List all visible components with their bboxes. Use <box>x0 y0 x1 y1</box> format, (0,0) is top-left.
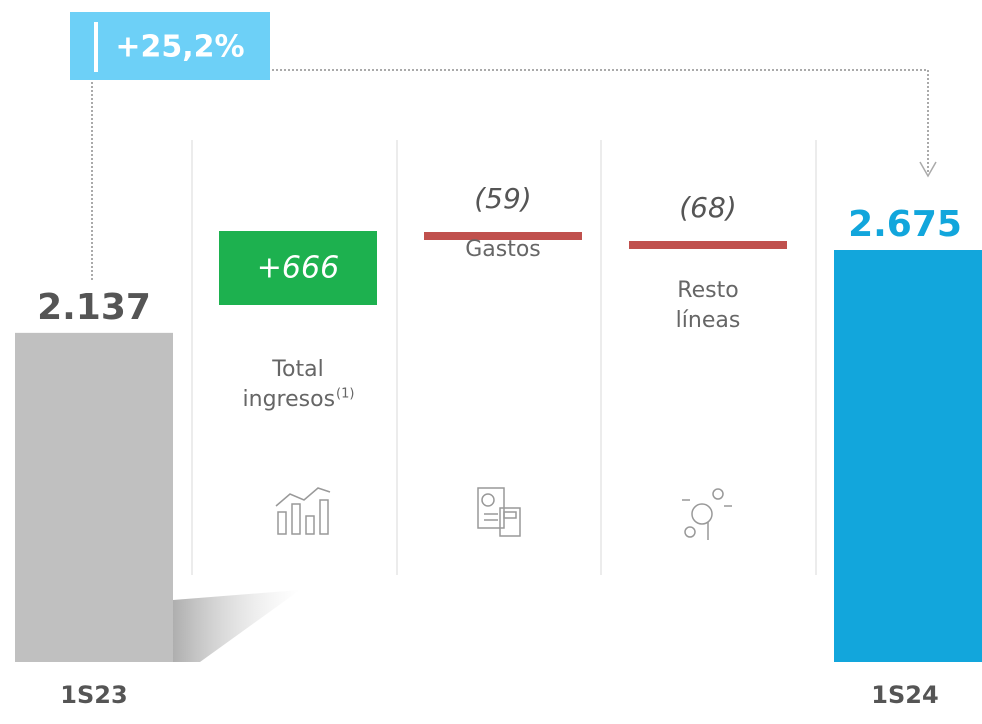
growth-connector <box>91 69 929 282</box>
category-label: Gastos <box>465 237 541 262</box>
category-label: 1S23 <box>60 681 127 709</box>
value-label: +666 <box>257 251 339 286</box>
bar <box>834 250 982 662</box>
delta-bar <box>629 241 787 249</box>
delta-box <box>219 231 377 305</box>
icon-expenses <box>477 487 521 537</box>
value-label: 2.137 <box>37 287 151 328</box>
value-label: (59) <box>474 182 531 215</box>
delta-bar <box>424 232 582 240</box>
icon-chart <box>275 487 331 535</box>
icon-gears <box>682 488 732 540</box>
arrow-head <box>919 161 937 178</box>
category-label: Resto líneas <box>676 278 741 333</box>
column-separators <box>191 140 817 575</box>
category-label: Total ingresos <box>243 357 336 412</box>
footnote-marker: (1) <box>336 387 354 402</box>
bar-shadow <box>173 590 300 662</box>
bar <box>15 332 173 662</box>
growth-label: +25,2% <box>115 30 244 65</box>
category-label: 1S24 <box>871 681 938 709</box>
value-label: (68) <box>679 191 736 224</box>
value-label: 2.675 <box>848 204 962 245</box>
growth-box <box>70 12 270 80</box>
